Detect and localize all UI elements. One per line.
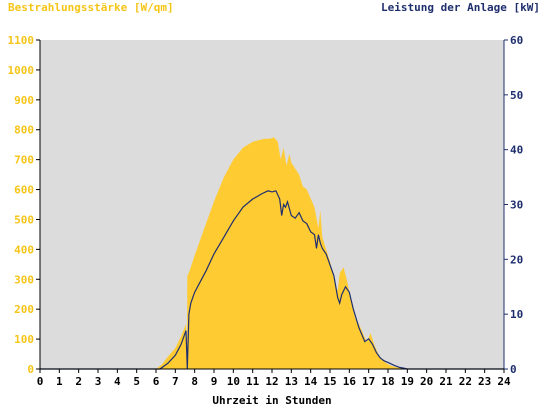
x-tick-label: 7 — [172, 375, 179, 388]
x-tick-label: 0 — [37, 375, 44, 388]
x-tick-label: 3 — [95, 375, 102, 388]
x-tick-label: 6 — [153, 375, 160, 388]
x-tick-label: 13 — [285, 375, 298, 388]
x-tick-label: 16 — [343, 375, 357, 388]
right-tick-label: 30 — [510, 199, 523, 212]
left-tick-label: 800 — [14, 124, 34, 137]
x-tick-label: 10 — [227, 375, 240, 388]
x-tick-label: 5 — [133, 375, 140, 388]
x-tick-label: 23 — [478, 375, 491, 388]
right-tick-label: 0 — [510, 363, 517, 376]
x-tick-label: 17 — [362, 375, 375, 388]
left-tick-label: 100 — [14, 333, 34, 346]
right-tick-label: 50 — [510, 89, 523, 102]
x-tick-label: 4 — [114, 375, 121, 388]
x-tick-label: 15 — [323, 375, 336, 388]
left-axis-title: Bestrahlungsstärke [W/qm] — [8, 1, 174, 14]
x-tick-label: 11 — [246, 375, 260, 388]
power-line — [40, 190, 504, 370]
x-tick-label: 24 — [497, 375, 511, 388]
left-tick-label: 1000 — [8, 64, 35, 77]
axes: 0100200300400500600700800900100011000102… — [8, 34, 524, 388]
left-tick-label: 200 — [14, 303, 34, 316]
right-tick-label: 40 — [510, 144, 523, 157]
left-tick-label: 600 — [14, 184, 34, 197]
x-tick-label: 12 — [265, 375, 278, 388]
left-tick-label: 700 — [14, 154, 34, 167]
left-tick-label: 500 — [14, 213, 34, 226]
x-tick-label: 18 — [381, 375, 394, 388]
left-tick-label: 400 — [14, 243, 34, 256]
x-tick-label: 22 — [459, 375, 472, 388]
left-tick-label: 1100 — [8, 34, 35, 47]
right-tick-label: 10 — [510, 308, 523, 321]
x-tick-label: 21 — [439, 375, 453, 388]
x-tick-label: 14 — [304, 375, 318, 388]
irradiance-area — [40, 137, 504, 369]
x-axis-label: Uhrzeit in Stunden — [212, 394, 332, 407]
x-tick-label: 2 — [75, 375, 82, 388]
x-tick-label: 19 — [401, 375, 414, 388]
left-tick-label: 300 — [14, 273, 34, 286]
left-tick-label: 0 — [27, 363, 34, 376]
right-axis-title: Leistung der Anlage [kW] — [381, 1, 540, 14]
right-tick-label: 60 — [510, 34, 523, 47]
x-tick-label: 9 — [211, 375, 218, 388]
x-tick-label: 20 — [420, 375, 433, 388]
x-tick-label: 1 — [56, 375, 63, 388]
right-tick-label: 20 — [510, 253, 523, 266]
left-tick-label: 900 — [14, 94, 34, 107]
x-tick-label: 8 — [191, 375, 198, 388]
